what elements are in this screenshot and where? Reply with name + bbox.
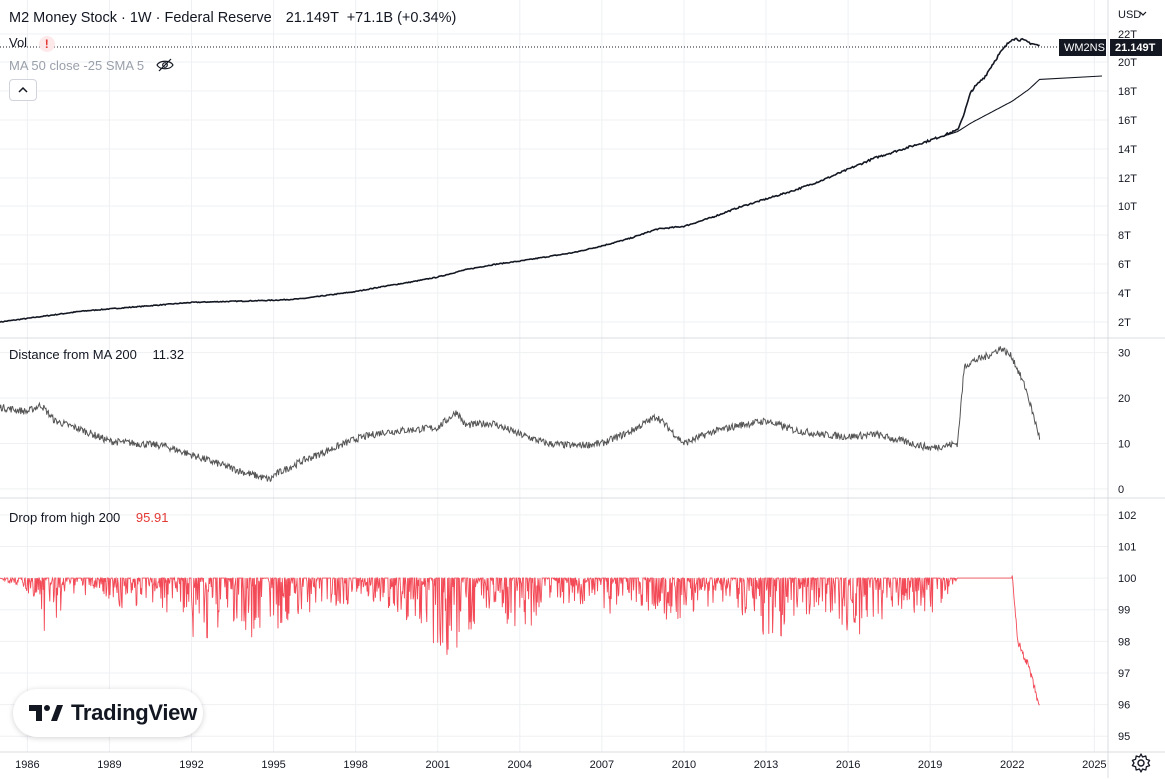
chart-legend[interactable]: M2 Money Stock · 1W · Federal Reserve 21… xyxy=(9,10,456,26)
distance-label[interactable]: Distance from MA 200 xyxy=(9,347,137,362)
last-value: 21.149T xyxy=(285,10,339,26)
price-tick-label: 16T xyxy=(1118,115,1137,127)
time-tick-label: 2010 xyxy=(672,759,696,771)
drop-axis[interactable]: 102 101 100 99 98 97 96 95 xyxy=(1118,510,1136,743)
distance-pane[interactable] xyxy=(0,346,1041,483)
drop-tick-label: 100 xyxy=(1118,573,1136,585)
drop-pane[interactable] xyxy=(0,575,1040,706)
drop-legend[interactable]: Drop from high 200 95.91 xyxy=(9,510,168,525)
time-tick-label: 2004 xyxy=(508,759,532,771)
price-tick-label: 22T xyxy=(1118,29,1137,41)
drop-label[interactable]: Drop from high 200 xyxy=(9,510,121,525)
time-tick-label: 1989 xyxy=(97,759,121,771)
chevron-up-icon xyxy=(18,86,28,93)
symbol-title[interactable]: M2 Money Stock · 1W · Federal Reserve xyxy=(9,10,272,26)
drop-value: 95.91 xyxy=(135,510,169,525)
price-tick-label: 14T xyxy=(1118,144,1137,156)
time-tick-label: 2016 xyxy=(836,759,860,771)
currency-label[interactable]: USD xyxy=(1118,9,1141,21)
price-pane[interactable] xyxy=(0,37,1103,324)
ma-label[interactable]: MA 50 close -25 SMA 5 xyxy=(9,58,145,73)
price-tick-label: 2T xyxy=(1118,317,1131,329)
distance-legend[interactable]: Distance from MA 200 11.32 xyxy=(9,347,184,362)
gear-icon[interactable] xyxy=(1130,752,1152,774)
symbol-badge: WM2NS xyxy=(1059,39,1106,56)
tradingview-logo[interactable]: TradingView xyxy=(13,689,203,737)
drop-series-line[interactable] xyxy=(0,575,1040,706)
distance-axis[interactable]: 30 20 10 0 xyxy=(1118,348,1130,496)
grid-lines xyxy=(0,0,1108,752)
tradingview-logo-icon xyxy=(29,705,63,721)
price-series-line[interactable] xyxy=(0,37,1040,324)
change-value: +71.1B (+0.34%) xyxy=(346,10,457,26)
vol-label[interactable]: Vol xyxy=(9,35,28,50)
distance-tick-label: 0 xyxy=(1118,484,1124,496)
price-tick-label: 4T xyxy=(1118,288,1131,300)
volume-legend[interactable]: Vol ! xyxy=(9,35,55,52)
time-tick-label: 1995 xyxy=(261,759,285,771)
chevron-down-icon[interactable] xyxy=(1139,11,1147,16)
time-tick-label: 2013 xyxy=(754,759,778,771)
drop-tick-label: 98 xyxy=(1118,636,1130,648)
price-tick-label: 20T xyxy=(1118,57,1137,69)
drop-tick-label: 99 xyxy=(1118,605,1130,617)
drop-tick-label: 96 xyxy=(1118,700,1130,712)
distance-tick-label: 30 xyxy=(1118,348,1130,360)
price-tick-label: 6T xyxy=(1118,259,1131,271)
alert-icon[interactable]: ! xyxy=(38,35,55,52)
distance-tick-label: 10 xyxy=(1118,438,1130,450)
price-tick-label: 18T xyxy=(1118,86,1137,98)
price-tick-label: 8T xyxy=(1118,230,1131,242)
time-tick-label: 1992 xyxy=(179,759,203,771)
time-axis[interactable]: 1986 1989 1992 1995 1998 2001 2004 2007 2010 2013… xyxy=(15,759,1106,771)
time-tick-label: 2022 xyxy=(1000,759,1024,771)
time-tick-label: 2019 xyxy=(918,759,942,771)
time-tick-label: 2001 xyxy=(425,759,449,771)
distance-tick-label: 20 xyxy=(1118,393,1130,405)
tradingview-wordmark: TradingView xyxy=(71,700,197,725)
price-badge: 21.149T xyxy=(1110,39,1162,56)
distance-series-line[interactable] xyxy=(0,346,1041,483)
drop-tick-label: 97 xyxy=(1118,668,1130,680)
time-tick-label: 1998 xyxy=(343,759,367,771)
time-tick-label: 2007 xyxy=(590,759,614,771)
collapse-legend-button[interactable] xyxy=(9,79,37,101)
moving-average-line[interactable] xyxy=(944,75,1103,137)
distance-value: 11.32 xyxy=(152,347,185,362)
eye-off-icon[interactable] xyxy=(156,58,174,75)
drop-tick-label: 102 xyxy=(1118,510,1136,522)
price-tick-label: 10T xyxy=(1118,201,1137,213)
drop-tick-label: 101 xyxy=(1118,541,1136,553)
price-tick-label: 12T xyxy=(1118,173,1137,185)
time-tick-label: 2025 xyxy=(1082,759,1106,771)
time-tick-label: 1986 xyxy=(15,759,39,771)
drop-tick-label: 95 xyxy=(1118,731,1130,743)
ma-legend[interactable]: MA 50 close -25 SMA 5 xyxy=(9,58,174,75)
price-axis[interactable]: USD 22T 20T 18T 16T 14T 12T 10T 8T 6T 4T 2T xyxy=(1118,9,1147,329)
